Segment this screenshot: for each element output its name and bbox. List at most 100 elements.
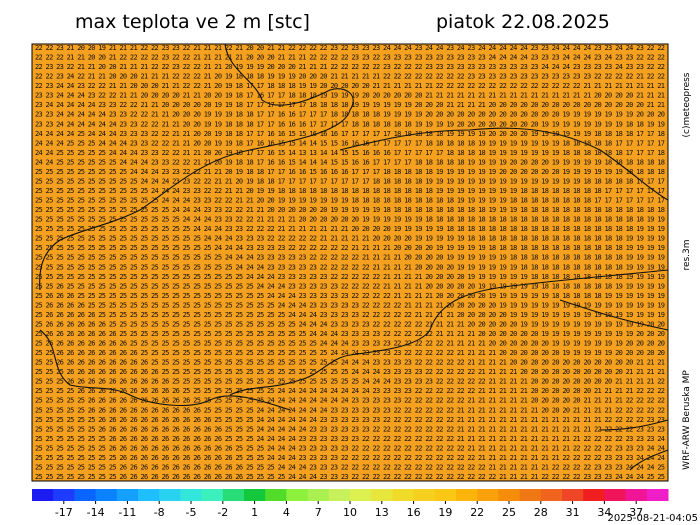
value-row: 25 26 26 26 25 25 25 25 25 25 25 25 25 2… <box>35 292 665 300</box>
colorbar-tick-label: 4 <box>283 506 290 519</box>
colorbar-segment <box>95 489 118 501</box>
colorbar-segment <box>434 489 457 501</box>
value-row: 25 25 25 25 25 25 25 25 25 25 25 25 25 2… <box>35 216 665 224</box>
colorbar-tick-label: 34 <box>597 506 611 519</box>
colorbar-segment <box>540 489 563 501</box>
colorbar-segment <box>116 489 139 501</box>
colorbar-tick-label: 25 <box>502 506 516 519</box>
colorbar-segment <box>307 489 330 501</box>
colorbar-tick-label: -2 <box>217 506 228 519</box>
value-row: 22 22 23 21 20 20 19 21 21 21 22 22 23 2… <box>35 44 665 52</box>
colorbar-tick-label: -17 <box>55 506 73 519</box>
colorbar-segment <box>201 489 224 501</box>
value-row: 25 25 25 25 26 26 26 26 26 26 26 26 26 2… <box>35 387 665 395</box>
colorbar-segment <box>477 489 499 501</box>
value-row: 25 25 25 25 25 25 25 25 26 26 26 26 26 2… <box>35 454 665 462</box>
colorbar-tick-label: -8 <box>154 506 165 519</box>
colorbar-segment <box>562 489 584 501</box>
value-row: 25 25 25 25 25 25 25 25 25 25 25 25 25 2… <box>35 235 665 243</box>
value-row: 25 25 25 25 25 25 25 25 25 25 25 25 25 2… <box>35 254 665 262</box>
value-row: 25 25 25 26 26 26 26 26 26 26 26 26 25 2… <box>35 368 665 376</box>
value-row: 23 23 24 24 24 23 22 22 21 21 20 20 20 2… <box>35 92 665 100</box>
value-row: 25 26 26 26 26 26 26 26 26 25 25 25 25 2… <box>35 340 665 348</box>
value-row: 25 25 25 26 26 26 26 26 26 26 26 26 26 2… <box>35 378 665 386</box>
colorbar: -17 -14 -11 -8 -5 -2 1 4 7 10 13 16 19 22 25 28 31 34 37 <box>32 489 669 519</box>
value-row: 22 23 24 24 23 22 22 21 21 20 20 20 21 2… <box>35 82 665 90</box>
value-row: 25 25 25 25 25 25 25 25 25 25 25 24 24 2… <box>35 187 665 195</box>
value-row: 25 25 25 25 25 25 25 25 25 25 25 25 25 2… <box>35 273 665 281</box>
colorbar-segment <box>32 489 54 501</box>
value-row: 25 25 25 25 25 25 26 26 26 26 26 26 26 2… <box>35 425 665 433</box>
colorbar-segment <box>328 489 351 501</box>
colorbar-tick-label: -11 <box>118 506 136 519</box>
colorbar-segment <box>456 489 478 501</box>
colorbar-segment <box>74 489 97 501</box>
colorbar-segment <box>625 489 648 501</box>
resolution: res.3m <box>682 239 692 270</box>
value-row: 25 25 25 25 25 25 25 26 26 26 26 26 26 2… <box>35 444 665 452</box>
model-name: WRF-ARW Beruska MP <box>682 370 692 470</box>
colorbar-segment <box>371 489 393 501</box>
value-row: 25 25 25 25 25 25 25 26 26 26 26 26 26 2… <box>35 435 665 443</box>
timestamp: 2025-08-21-04:05 <box>607 513 698 524</box>
value-row: 25 26 26 26 26 25 25 25 25 25 25 25 25 2… <box>35 301 665 309</box>
value-row: 25 25 26 25 25 25 25 25 25 25 25 25 25 2… <box>35 282 665 290</box>
value-row: 25 25 26 26 26 26 26 26 26 26 26 25 25 2… <box>35 359 665 367</box>
colorbar-tick-label: 1 <box>251 506 258 519</box>
value-row: 24 24 24 25 25 25 24 24 24 23 23 22 22 2… <box>35 139 665 147</box>
value-row: 25 25 25 25 25 26 26 26 26 26 26 26 26 2… <box>35 406 665 414</box>
colorbar-tick-label: -5 <box>186 506 197 519</box>
colorbar-segment <box>413 489 436 501</box>
value-row: 25 25 25 25 25 25 25 25 25 24 24 24 23 2… <box>35 168 665 176</box>
value-row: 25 25 25 25 25 25 25 25 25 25 25 25 25 2… <box>35 263 665 271</box>
value-row: 23 24 24 24 24 24 23 23 22 22 21 21 20 2… <box>35 101 665 109</box>
value-row: 25 26 26 26 26 26 26 26 25 25 25 25 25 2… <box>35 330 665 338</box>
value-row: 25 26 26 26 26 26 25 25 25 25 25 25 25 2… <box>35 311 665 319</box>
colorbar-segment <box>244 489 266 501</box>
value-row: 25 25 25 25 25 25 25 25 25 25 25 25 25 2… <box>35 225 665 233</box>
colorbar-tick-label: 22 <box>470 506 484 519</box>
colorbar-segment <box>286 489 309 501</box>
value-row: 25 25 25 25 25 25 25 25 25 25 25 25 25 2… <box>35 244 665 252</box>
value-row: 22 22 22 21 21 20 20 21 22 22 22 22 23 2… <box>35 54 665 62</box>
colorbar-segment <box>222 489 245 501</box>
colorbar-segment <box>498 489 521 501</box>
map-area <box>31 43 669 482</box>
colorbar-segment <box>583 489 605 501</box>
value-row: 25 25 25 25 25 25 25 25 25 25 25 25 24 2… <box>35 197 665 205</box>
value-row: 24 24 25 25 25 25 25 24 24 24 23 23 22 2… <box>35 149 665 157</box>
value-row: 22 23 23 22 21 21 20 20 21 21 21 22 22 2… <box>35 63 665 71</box>
value-row: 25 25 25 25 25 25 26 26 26 26 26 26 26 2… <box>35 416 665 424</box>
value-row: 25 25 25 25 25 25 25 25 25 25 25 25 25 2… <box>35 206 665 214</box>
colorbar-tick-label: 31 <box>566 506 580 519</box>
colorbar-tick-label: 7 <box>315 506 322 519</box>
colorbar-segment <box>265 489 287 501</box>
colorbar-tick-label: 37 <box>629 506 643 519</box>
colorbar-tick-label: 10 <box>343 506 357 519</box>
colorbar-segment <box>53 489 75 501</box>
value-grid: 22 22 23 21 20 20 19 21 21 21 22 22 23 2… <box>35 44 665 481</box>
contours <box>39 43 669 471</box>
colorbar-segment <box>350 489 372 501</box>
colorbar-segment <box>604 489 627 501</box>
colorbar-tick-label: 13 <box>375 506 389 519</box>
value-row: 25 25 26 26 26 26 26 26 26 26 25 25 25 2… <box>35 349 665 357</box>
value-row: 24 24 24 24 25 24 24 24 23 23 23 22 22 2… <box>35 130 665 138</box>
colorbar-segment <box>159 489 181 501</box>
value-row: 25 25 25 25 25 25 25 25 25 25 24 24 24 2… <box>35 177 665 185</box>
value-row: 23 23 24 24 24 24 24 23 23 22 22 21 21 2… <box>35 111 665 119</box>
colorbar-tick-label: -14 <box>87 506 105 519</box>
value-row: 23 23 24 24 24 24 24 24 23 23 22 22 21 2… <box>35 120 665 128</box>
value-row: 25 26 26 26 26 26 26 25 25 25 25 25 25 2… <box>35 320 665 328</box>
value-row: 22 22 23 24 22 21 21 20 20 20 21 21 21 2… <box>35 73 665 81</box>
copyright: (c)meteopress <box>682 72 692 137</box>
colorbar-segment <box>392 489 415 501</box>
colorbar-segment <box>646 489 669 501</box>
colorbar-tick-label: 16 <box>407 506 421 519</box>
colorbar-tick-label: 19 <box>438 506 452 519</box>
colorbar-segment <box>519 489 542 501</box>
colorbar-tick-label: 28 <box>534 506 548 519</box>
colorbar-segment <box>180 489 203 501</box>
colorbar-segment <box>138 489 160 501</box>
